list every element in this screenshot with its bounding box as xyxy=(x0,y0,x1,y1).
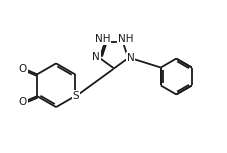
Text: NH: NH xyxy=(117,34,133,44)
Text: S: S xyxy=(72,91,79,101)
Text: N: N xyxy=(126,53,134,63)
Text: O: O xyxy=(19,97,27,107)
Text: NH: NH xyxy=(94,34,110,44)
Text: O: O xyxy=(19,64,27,74)
Text: N: N xyxy=(92,52,99,62)
